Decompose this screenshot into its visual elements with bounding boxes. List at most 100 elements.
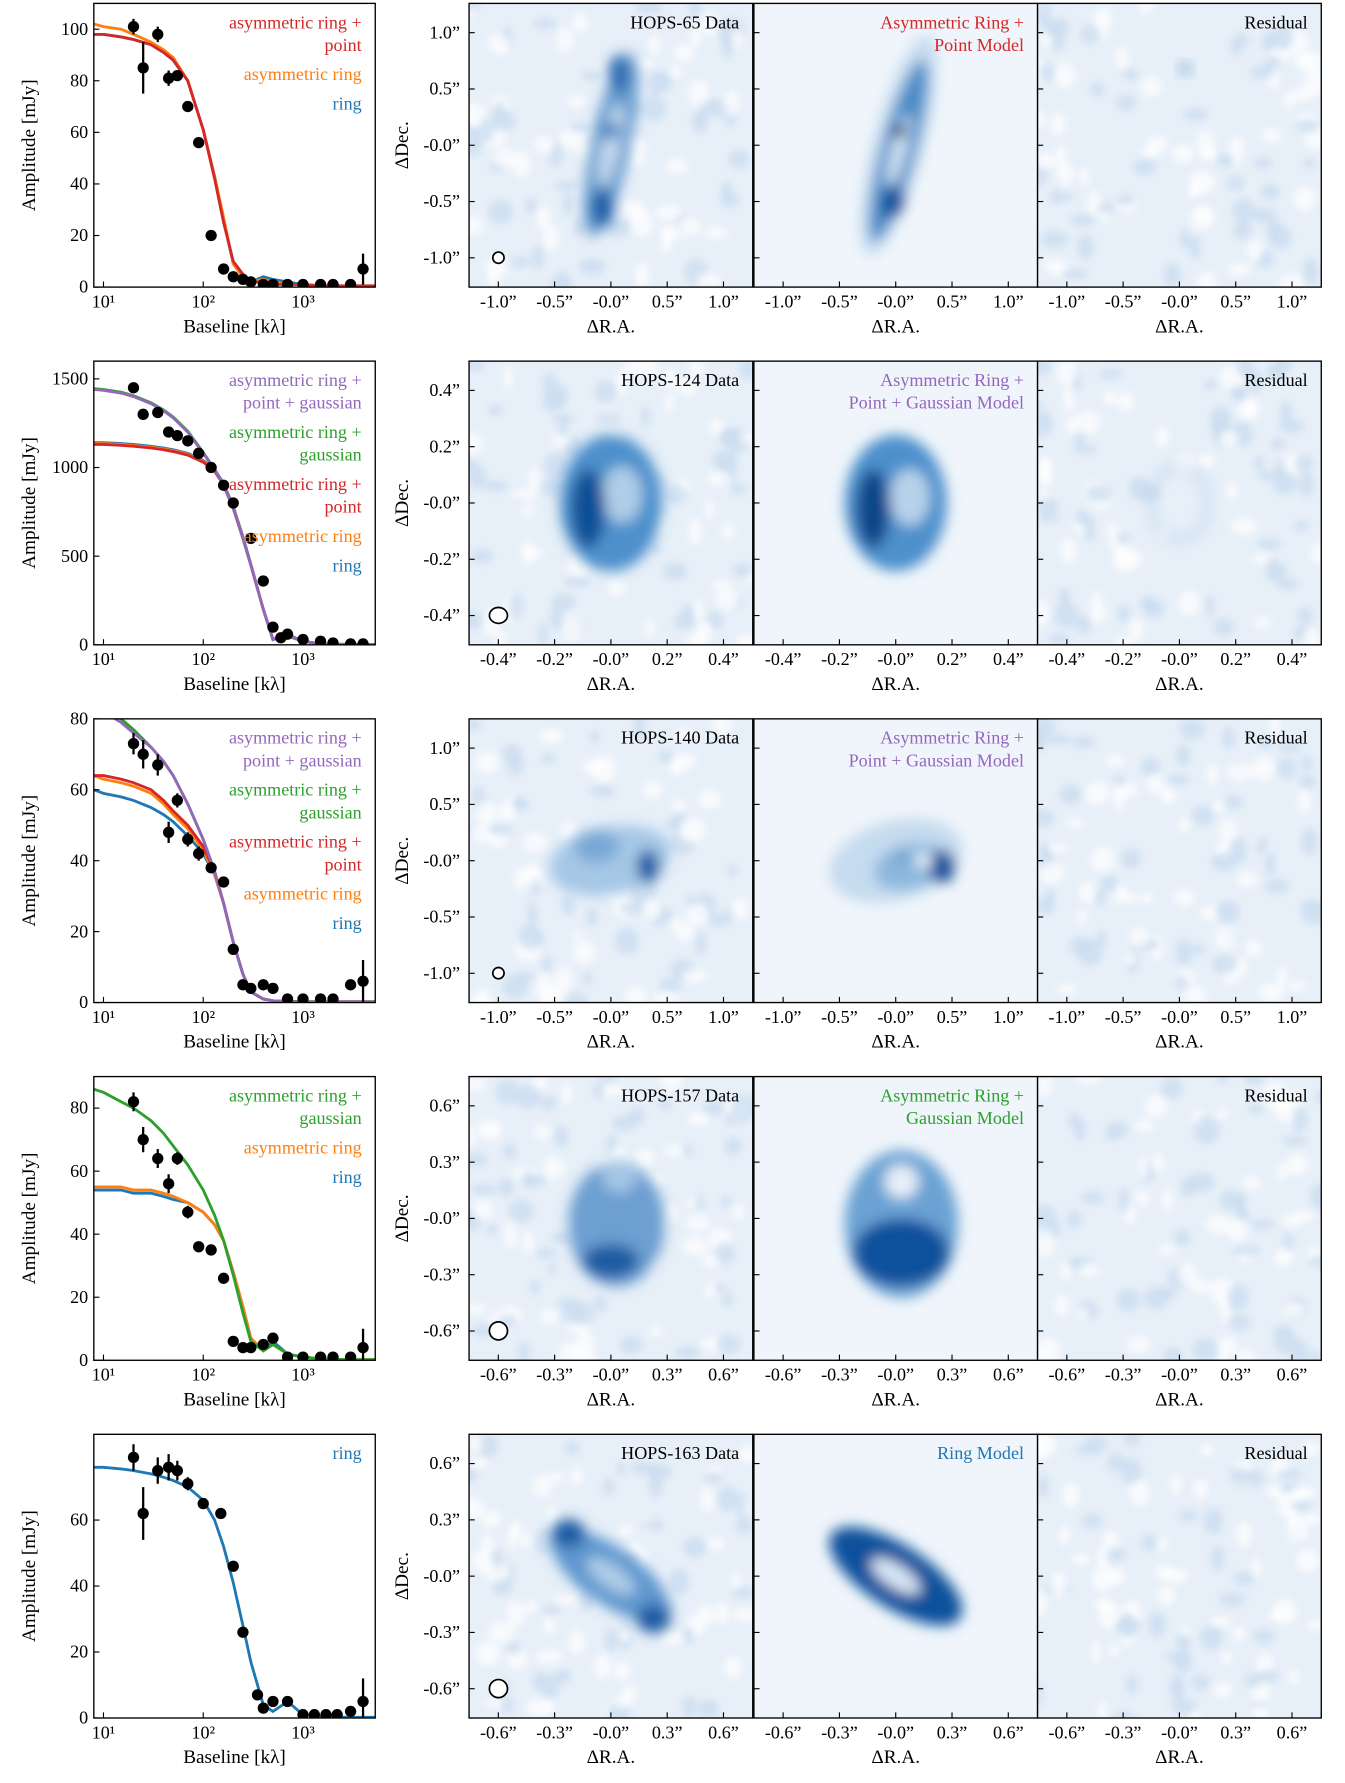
x-tick-label: -0.0” — [877, 1722, 914, 1742]
x-axis-label: ΔR.A. — [871, 1747, 920, 1768]
x-axis-label: ΔR.A. — [871, 674, 920, 695]
data-point — [217, 479, 230, 491]
noise-blob — [1278, 419, 1305, 434]
noise-blob — [1163, 1347, 1183, 1361]
data-point — [331, 1709, 343, 1718]
data-point — [237, 1626, 249, 1638]
noise-blob — [717, 1486, 737, 1512]
y-tick-label: -0.0” — [423, 850, 460, 870]
noise-blob — [1280, 401, 1293, 425]
noise-blob — [668, 65, 683, 79]
y-tick-label: 60 — [70, 1510, 88, 1530]
panel-title: Residual — [1244, 1443, 1307, 1463]
noise-blob — [1299, 773, 1316, 790]
data-point — [137, 408, 149, 420]
noise-blob — [711, 718, 733, 734]
noise-blob — [1218, 819, 1238, 844]
noise-blob — [597, 410, 620, 427]
x-tick-label: -0.6” — [480, 1722, 517, 1742]
noise-blob — [1272, 1325, 1293, 1337]
noise-blob — [602, 1478, 615, 1496]
noise-blob — [1293, 520, 1309, 532]
noise-blob — [469, 1436, 482, 1452]
y-axis-label: Amplitude [mJy] — [19, 437, 40, 569]
y-tick-label: -0.4” — [423, 605, 460, 625]
noise-blob — [738, 1445, 753, 1464]
panel-title: Asymmetric Ring + — [880, 12, 1024, 32]
x-axis-label: ΔR.A. — [871, 1389, 920, 1410]
noise-blob — [1190, 1674, 1210, 1690]
emission-blob — [609, 54, 630, 95]
image-noise — [469, 1076, 753, 1361]
x-tick-label: 0.2” — [1220, 649, 1251, 669]
noise-blob — [634, 1148, 655, 1170]
noise-blob — [1072, 444, 1097, 454]
beam — [488, 1320, 509, 1341]
noise-blob — [502, 744, 522, 765]
noise-blob — [1272, 473, 1298, 495]
noise-blob — [564, 576, 590, 588]
noise-blob — [1157, 1537, 1168, 1551]
data-point — [257, 979, 269, 991]
noise-blob — [1037, 511, 1060, 522]
noise-blob — [1298, 471, 1315, 497]
legend-entry: asymmetric ring + — [229, 728, 362, 748]
noise-blob — [546, 1472, 566, 1483]
data-point — [127, 1096, 140, 1108]
noise-blob — [669, 1568, 690, 1595]
noise-blob — [1102, 390, 1118, 406]
noise-blob — [714, 1242, 735, 1265]
noise-blob — [661, 1076, 683, 1092]
x-tick-label: 0.3” — [1220, 1365, 1251, 1385]
noise-blob — [1097, 202, 1115, 214]
noise-blob — [1078, 881, 1096, 904]
data-point — [357, 1695, 369, 1708]
noise-blob — [1219, 366, 1239, 389]
noise-blob — [1301, 905, 1322, 924]
noise-blob — [623, 361, 647, 376]
noise-blob — [525, 1600, 539, 1613]
y-tick-label: -0.0” — [423, 135, 460, 155]
panel-title: Ring Model — [937, 1443, 1024, 1463]
noise-blob — [486, 1224, 498, 1235]
data-point — [267, 278, 279, 288]
noise-blob — [644, 619, 656, 638]
x-tick-label: -0.0” — [1161, 1365, 1198, 1385]
noise-blob — [1232, 198, 1256, 223]
noise-blob — [622, 1685, 637, 1704]
data-point — [281, 1695, 294, 1708]
legend-entry: asymmetric ring + — [229, 474, 362, 494]
noise-blob — [1063, 269, 1089, 280]
noise-blob — [640, 406, 651, 428]
noise-blob — [1217, 1349, 1230, 1361]
x-tick-label: 0.4” — [708, 649, 739, 669]
noise-blob — [1219, 1189, 1241, 1211]
noise-blob — [1083, 1435, 1108, 1452]
data-point — [314, 635, 327, 645]
image-emission — [829, 818, 963, 903]
noise-blob — [1089, 601, 1107, 624]
data-point — [281, 278, 294, 288]
x-tick-label: -0.5” — [821, 291, 858, 311]
noise-blob — [533, 1076, 548, 1090]
data-point — [320, 1709, 332, 1718]
noise-blob — [696, 621, 713, 640]
x-tick-label: -0.6” — [1049, 1365, 1086, 1385]
noise-blob — [534, 1528, 554, 1556]
noise-blob — [523, 1173, 546, 1188]
data-point — [127, 382, 140, 394]
data-point — [217, 876, 230, 888]
y-tick-label: 500 — [61, 546, 88, 566]
noise-blob — [1037, 1476, 1049, 1497]
x-tick-label: -0.0” — [877, 1007, 914, 1027]
data-point — [152, 1464, 164, 1477]
noise-blob — [495, 1079, 520, 1105]
noise-blob — [517, 1341, 531, 1361]
noise-blob — [706, 1537, 725, 1551]
x-tick-label: -1.0” — [1049, 1007, 1086, 1027]
data-point — [171, 794, 183, 807]
x-tick-label: 0.5” — [652, 1007, 683, 1027]
x-tick-label: 1.0” — [1277, 1007, 1308, 1027]
noise-blob — [1301, 755, 1313, 772]
noise-blob — [572, 930, 582, 942]
